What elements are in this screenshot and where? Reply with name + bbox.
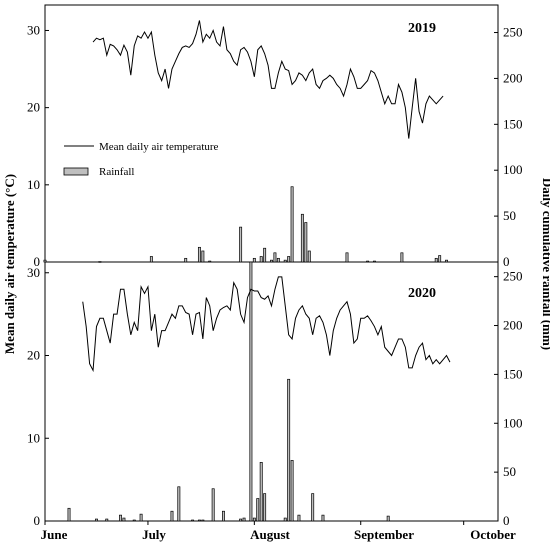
right-tick-label: 50 — [503, 464, 516, 479]
left-tick-label: 10 — [27, 177, 40, 192]
left-tick-label: 20 — [27, 348, 40, 363]
rainfall-bar — [222, 510, 225, 522]
rainfall-bar — [283, 259, 287, 263]
month-label-august: August — [250, 527, 290, 542]
rainfall-bar — [184, 257, 188, 263]
rainfall-bar — [252, 257, 256, 263]
month-label-september: September — [354, 527, 414, 542]
rainfall-bar — [307, 250, 311, 263]
rainfall-bar — [263, 247, 267, 263]
left-tick-label: 0 — [34, 513, 41, 528]
rainfall-bar — [386, 515, 390, 522]
right-tick-label: 200 — [503, 318, 523, 333]
right-tick-label: 250 — [503, 269, 523, 284]
left-tick-label: 20 — [27, 100, 40, 115]
rainfall-bar — [197, 519, 201, 522]
rainfall-bar — [287, 378, 291, 522]
rainfall-bar — [201, 250, 205, 263]
right-tick-label: 200 — [503, 70, 523, 85]
temperature-line — [82, 276, 451, 373]
right-tick-label: 0 — [503, 513, 510, 528]
rainfall-bar — [373, 260, 376, 263]
rainfall-bar — [139, 513, 143, 522]
rainfall-bar — [311, 493, 315, 522]
rainfall-bar — [95, 518, 98, 522]
rainfall-bar — [438, 255, 442, 263]
rainfall-bar — [177, 486, 181, 522]
rainfall-bar — [276, 257, 280, 263]
legend-bar-swatch — [63, 167, 89, 176]
rainfall-bar — [300, 213, 304, 263]
left-tick-label: 10 — [27, 430, 40, 445]
rainfall-bar — [256, 498, 260, 522]
rainfall-bar — [259, 256, 263, 263]
right-tick-label: 0 — [503, 254, 510, 269]
right-axis-title: Daily cumulative rainfall (mm) — [540, 178, 550, 350]
right-tick-label: 150 — [503, 366, 523, 381]
right-tick-label: 50 — [503, 208, 516, 223]
rainfall-bar — [201, 519, 205, 522]
rainfall-bar — [304, 222, 308, 263]
rainfall-bar — [43, 259, 47, 263]
year-label-2019: 2019 — [408, 21, 436, 36]
legend-bar-label: Rainfall — [99, 166, 134, 178]
left-tick-label: 30 — [27, 22, 40, 37]
temperature-line — [92, 20, 444, 139]
left-tick-label: 0 — [34, 254, 41, 269]
rainfall-bar — [105, 518, 109, 522]
month-label-october: October — [470, 527, 516, 542]
right-tick-label: 250 — [503, 25, 523, 40]
rainfall-bar — [287, 256, 291, 263]
rainfall-bar — [239, 518, 243, 522]
rainfall-bar — [208, 260, 212, 263]
month-label-july: July — [142, 527, 166, 542]
rainfall-bar — [366, 260, 370, 263]
rainfall-bar — [290, 460, 294, 522]
rainfall-bar — [67, 507, 71, 522]
rainfall-bar — [211, 488, 215, 522]
rainfall-bar — [119, 514, 122, 522]
rainfall-bar — [170, 510, 174, 522]
rainfall-bar — [242, 517, 246, 522]
rainfall-bar — [290, 186, 294, 263]
rainfall-bar — [434, 257, 438, 263]
year-label-2020: 2020 — [408, 286, 436, 301]
rainfall-bar — [273, 252, 277, 263]
rainfall-bar — [98, 261, 102, 263]
rainfall-bar — [132, 519, 136, 522]
left-axis-title: Mean daily air temperature (°C) — [2, 174, 17, 354]
rainfall-bar — [249, 261, 253, 522]
rainfall-bar — [270, 259, 273, 263]
rainfall-bar — [197, 246, 201, 263]
month-label-june: June — [41, 527, 68, 542]
plot-frame — [44, 4, 499, 522]
rainfall-bar — [191, 519, 195, 522]
left-tick-label: 30 — [27, 265, 40, 280]
rainfall-bar — [259, 462, 263, 522]
rainfall-bar — [149, 256, 153, 263]
right-tick-label: 100 — [503, 162, 523, 177]
rainfall-bar — [263, 493, 267, 522]
rainfall-bar — [445, 259, 448, 263]
rainfall-bar — [297, 514, 301, 522]
rainfall-bar — [122, 517, 126, 522]
legend-line-label: Mean daily air temperature — [99, 141, 219, 153]
rainfall-bar — [239, 226, 243, 263]
rainfall-bar — [345, 252, 349, 263]
rainfall-bar — [321, 514, 325, 522]
chart-marks: 0102030050100150200250010203005010015020… — [27, 20, 523, 528]
rainfall-bar — [283, 517, 287, 522]
right-tick-label: 150 — [503, 116, 523, 131]
rainfall-bar — [400, 252, 404, 263]
right-tick-label: 100 — [503, 415, 523, 430]
rainfall-bar — [252, 517, 256, 522]
